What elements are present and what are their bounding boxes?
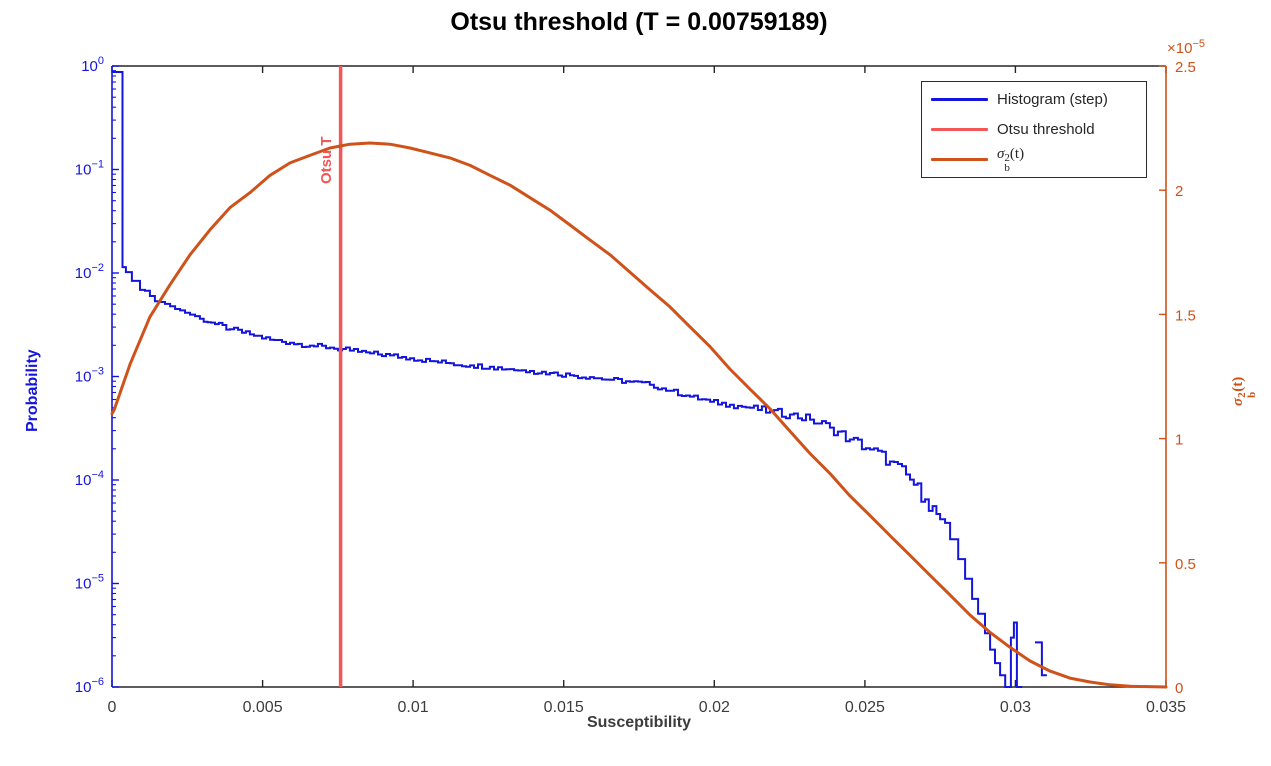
sigma-line-swatch [931,157,988,161]
y-axis-right: 0 0.5 1 1.5 2 2.5 ×10−5 [1159,38,1205,697]
x-tick-label: 0.015 [544,699,584,716]
y-left-tick-label: 10−4 [75,469,104,489]
legend-item-sigma: σ 2 b (t) [922,144,1146,174]
y-right-multiplier: ×10−5 [1167,38,1205,57]
sigma-glyph: σ [997,145,1005,162]
y-axis-label-left: Probability [24,349,41,432]
y-right-tick-label: 2.5 [1175,59,1196,76]
sigma-glyph: σ [1230,397,1246,406]
histogram-line-swatch [931,98,988,102]
y-right-tick-label: 2 [1175,183,1183,200]
y-left-tick-label: 10−5 [75,573,104,593]
legend-label: Otsu threshold [997,121,1095,138]
sigma-subscript: b [1246,391,1258,398]
y-left-tick-label: 10−2 [75,262,104,282]
x-tick-label: 0 [108,699,117,716]
y-left-tick-label: 10−3 [75,366,104,386]
legend-item-histogram: Histogram (step) [922,85,1146,115]
sigma-variance-series [110,141,1168,689]
y-left-tick-label: 100 [81,55,104,75]
legend-label: Histogram (step) [997,91,1108,109]
chart-title: Otsu threshold (T = 0.00759189) [450,8,828,36]
otsu-threshold-annotation: Otsu T [318,136,335,185]
x-tick-label: 0.03 [1000,699,1031,716]
x-tick-label: 0.02 [699,699,730,716]
x-axis: 0 0.005 0.01 0.015 0.02 0.025 0.03 0.035 [108,680,1186,716]
sigma-argument: (t) [1230,376,1246,392]
x-tick-label: 0.025 [845,699,885,716]
y-right-tick-label: 1.5 [1175,307,1196,324]
threshold-line-swatch [931,128,988,131]
y-left-tick-label: 10−6 [75,676,104,696]
x-tick-label: 0.01 [398,699,429,716]
y-axis-left: 100 10−1 10−2 10−3 10−4 10−5 10−6 [75,55,119,696]
y-right-tick-label: 0.5 [1175,556,1196,573]
y-axis-label-right: σ 2 b (t) [1230,376,1258,406]
top-axis [111,65,1167,73]
y-left-tick-label: 10−1 [75,159,104,179]
x-tick-label: 0.005 [243,699,283,716]
y-right-tick-label: 0 [1175,680,1183,697]
x-tick-label: 0.035 [1146,699,1186,716]
legend-item-threshold: Otsu threshold [922,115,1146,145]
legend-label: σ 2 b (t) [997,145,1025,174]
x-axis-label: Susceptibility [586,714,692,731]
histogram-series [112,71,1047,688]
y-right-tick-label: 1 [1175,432,1183,449]
legend: Histogram (step) Otsu threshold σ 2 b (t) [921,81,1147,178]
